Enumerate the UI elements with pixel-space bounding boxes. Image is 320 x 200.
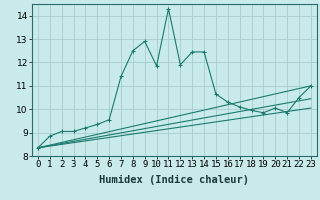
X-axis label: Humidex (Indice chaleur): Humidex (Indice chaleur): [100, 175, 249, 185]
